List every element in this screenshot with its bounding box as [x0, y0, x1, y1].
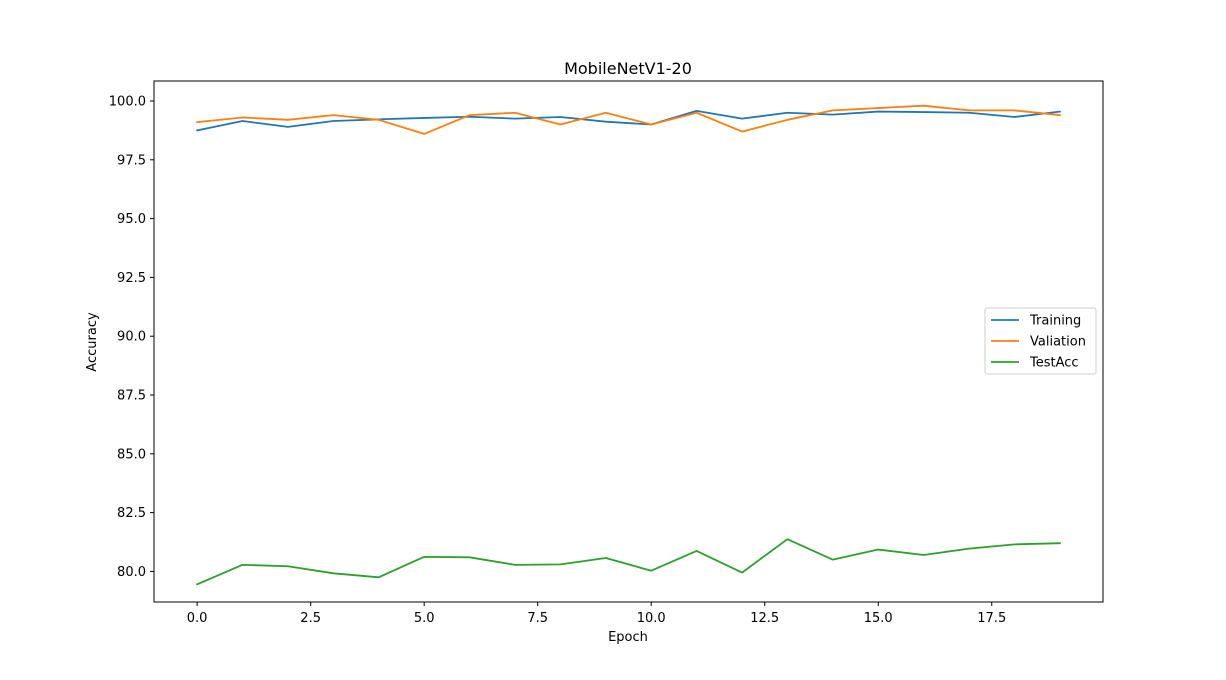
- chart-title: MobileNetV1-20: [564, 59, 692, 78]
- y-axis-label: Accuracy: [85, 312, 100, 372]
- x-tick-label: 5.0: [414, 611, 435, 626]
- legend-label-valiation: Valiation: [1030, 335, 1086, 350]
- x-tick-label: 17.5: [977, 611, 1006, 626]
- legend-label-training: Training: [1029, 314, 1081, 329]
- x-tick-label: 10.0: [637, 611, 666, 626]
- series-line-testacc: [195, 538, 1061, 586]
- y-tick-label: 95.0: [117, 212, 146, 227]
- x-tick-label: 2.5: [300, 611, 321, 626]
- x-tick-label: 0.0: [187, 611, 208, 626]
- y-tick-label: 92.5: [117, 271, 146, 286]
- y-tick-label: 85.0: [117, 447, 146, 462]
- plot-frame: [153, 80, 1104, 603]
- series-line-valiation: [196, 104, 1061, 135]
- legend-box: [984, 307, 1097, 375]
- y-tick-label: 87.5: [117, 389, 146, 404]
- legend-label-testacc: TestAcc: [1029, 356, 1079, 371]
- y-tick-label: 97.5: [117, 153, 146, 168]
- y-tick-label: 90.0: [117, 330, 146, 345]
- series-line-training: [196, 109, 1061, 132]
- plot-area: 0.0 2.5 5.0 7.5 10.0 12.5 15.0 17.5 80.0 82.5 85.0…: [109, 80, 1104, 626]
- y-tick-label: 100.0: [109, 94, 146, 109]
- x-axis-label: Epoch: [608, 630, 648, 645]
- y-tick-label: 80.0: [117, 565, 146, 580]
- y-tick-label: 82.5: [117, 506, 146, 521]
- x-tick-label: 7.5: [527, 611, 548, 626]
- x-tick-label: 15.0: [864, 611, 893, 626]
- legend: Training Valiation TestAcc: [984, 307, 1097, 375]
- x-tick-label: 12.5: [750, 611, 779, 626]
